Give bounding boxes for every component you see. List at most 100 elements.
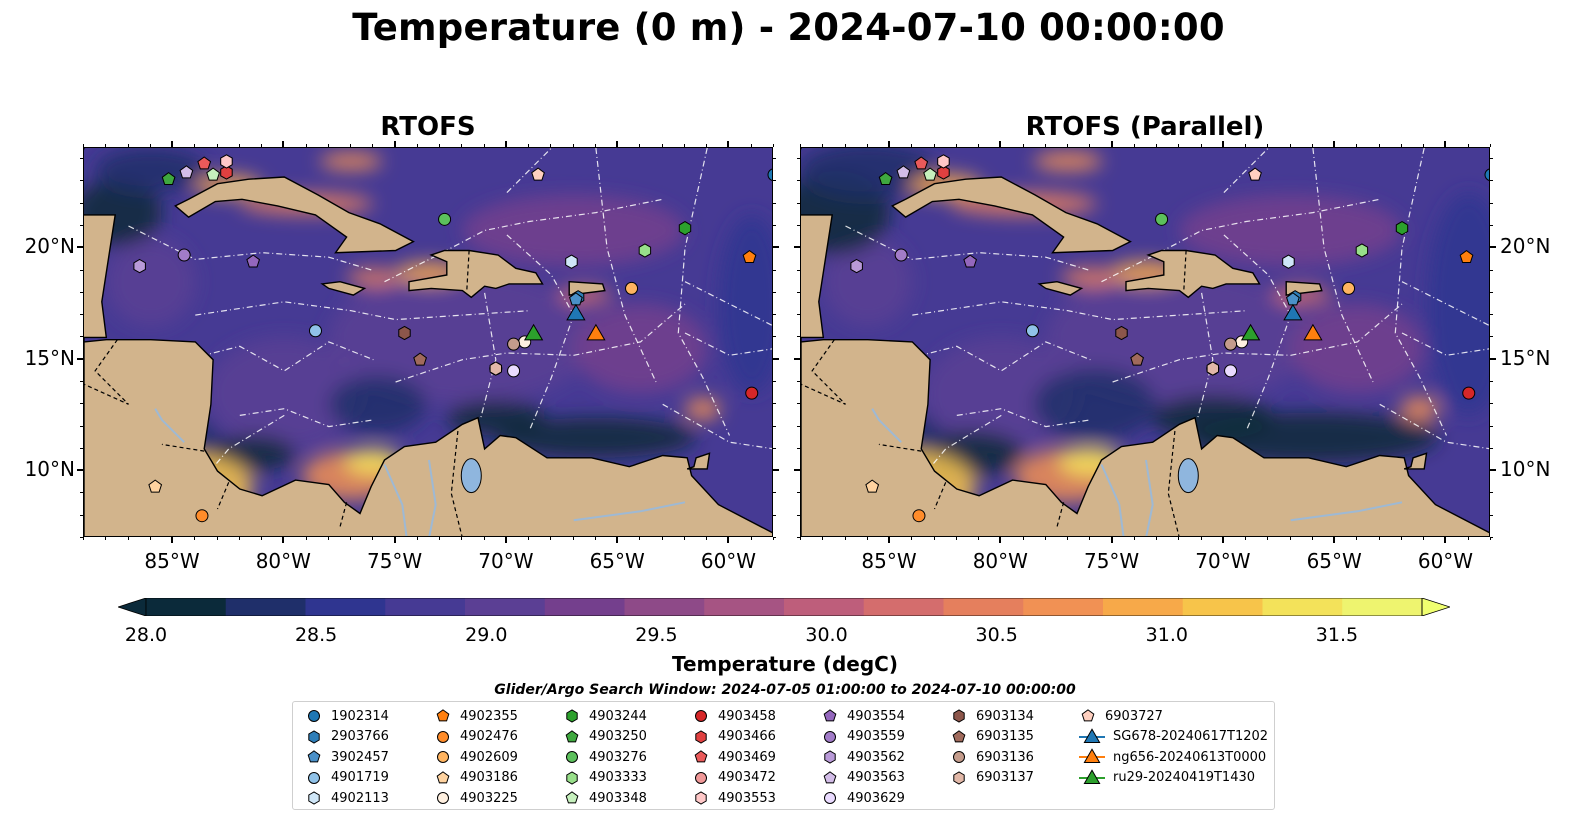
border-line: [1056, 502, 1065, 528]
x-minor-tick: [978, 144, 980, 147]
legend-marker: [308, 710, 320, 722]
legend-marker: [1081, 709, 1095, 722]
x-minor-tick: [550, 144, 552, 147]
y-minor-tick: [1490, 447, 1493, 449]
land-masses: [84, 148, 772, 536]
x-minor-tick: [639, 144, 641, 147]
x-tick-bottom: [1110, 537, 1113, 543]
border-line: [450, 430, 463, 536]
eez-boundaries: [801, 148, 1489, 506]
x-tick-bottom: [888, 537, 891, 543]
platform-6903727: [1248, 167, 1262, 181]
eez-line: [506, 148, 552, 194]
y-minor-tick: [797, 492, 800, 494]
border-line: [878, 443, 922, 452]
colorbar-tick-label: 29.0: [465, 624, 508, 646]
land-polygon: [801, 338, 1489, 536]
legend-marker: [436, 771, 450, 784]
x-tick-bottom: [999, 537, 1002, 543]
y-minor-tick: [80, 492, 83, 494]
platform-4903563: [179, 165, 194, 179]
y-minor-tick: [773, 381, 776, 382]
legend-symbol: [824, 730, 836, 743]
border-line: [1167, 430, 1180, 536]
x-tick-label: 60°W: [700, 549, 757, 573]
y-minor-tick: [773, 425, 776, 427]
temperature-anomaly: [1033, 368, 1157, 441]
lake-maracaibo: [1177, 458, 1199, 494]
eez-line: [128, 225, 374, 272]
platform-1902314: [1484, 168, 1489, 181]
legend-marker: [308, 729, 320, 744]
legend-label: 4903563: [847, 770, 905, 786]
eez-line: [662, 403, 772, 450]
legend-label: 4902609: [460, 749, 518, 765]
platform-4902113: [565, 254, 578, 269]
search-window-text: Glider/Argo Search Window: 2024-07-05 01…: [494, 682, 1076, 698]
colorbar-segment: [544, 598, 625, 616]
country-borders: [84, 250, 470, 536]
platform-4903553: [220, 154, 233, 169]
legend-label: 4901719: [331, 770, 389, 786]
legend-marker: [824, 730, 836, 743]
legend-marker: [695, 710, 707, 722]
legend-item: 4903244: [563, 706, 647, 726]
temperature-anomaly: [1400, 396, 1440, 421]
x-minor-tick: [800, 537, 801, 540]
y-minor-tick: [797, 514, 800, 516]
rivers: [154, 408, 686, 536]
legend-label: 4903559: [847, 729, 905, 745]
legend-item: 4903554: [821, 706, 905, 726]
legend-marker: [308, 771, 320, 784]
platform-4903333: [638, 243, 652, 258]
legend-item: 4903225: [434, 788, 518, 808]
eez-line: [684, 281, 772, 326]
legend-item: 4903562: [821, 747, 905, 767]
legend-marker: [437, 730, 449, 743]
platform-6903137: [489, 361, 502, 376]
x-minor-tick: [1490, 144, 1491, 147]
platform-4903469: [197, 156, 212, 170]
eez-line: [1394, 148, 1448, 436]
legend-marker: [1079, 769, 1105, 784]
legend-symbol: [566, 709, 578, 723]
x-minor-tick: [1022, 537, 1024, 540]
x-minor-tick: [1267, 537, 1269, 540]
x-minor-tick: [461, 144, 463, 147]
legend-symbol: [437, 730, 449, 743]
x-minor-tick: [844, 537, 846, 540]
colorbar-segment: [704, 598, 785, 616]
x-minor-tick: [1289, 537, 1291, 540]
eez-line: [150, 341, 374, 372]
eez-line: [867, 341, 1091, 372]
legend-label: 6903137: [976, 770, 1034, 786]
x-minor-tick: [1022, 144, 1024, 147]
y-minor-tick: [773, 202, 776, 204]
y-minor-tick: [797, 291, 800, 293]
temperature-anomaly: [1427, 192, 1489, 416]
y-minor-tick: [1490, 202, 1493, 204]
x-minor-tick: [661, 144, 663, 147]
x-minor-tick: [483, 537, 485, 540]
x-tick-label: 65°W: [1306, 549, 1362, 573]
x-tick-top: [171, 141, 174, 147]
y-minor-tick: [797, 381, 800, 382]
legend-item: 4903563: [821, 768, 905, 788]
legend-marker: [694, 750, 708, 763]
x-minor-tick: [416, 537, 418, 540]
legend-symbol: [824, 792, 836, 805]
colorbar-frame: [145, 598, 1423, 616]
border-line: [339, 502, 348, 528]
y-tick-label: 20°N: [24, 234, 75, 259]
colorbar-segment: [305, 598, 386, 616]
platform-4903553: [937, 154, 950, 169]
colorbar-segment: [1182, 598, 1263, 616]
x-minor-tick: [194, 144, 196, 147]
y-tick-right: [773, 246, 779, 249]
platform-6903134: [1115, 325, 1128, 341]
colorbar-tick-label: 28.0: [124, 624, 168, 646]
colorbar-tick-label: 30.5: [975, 624, 1018, 646]
platform-4903469: [914, 156, 929, 170]
legend-symbol: [695, 710, 707, 722]
y-minor-tick: [1490, 514, 1493, 516]
